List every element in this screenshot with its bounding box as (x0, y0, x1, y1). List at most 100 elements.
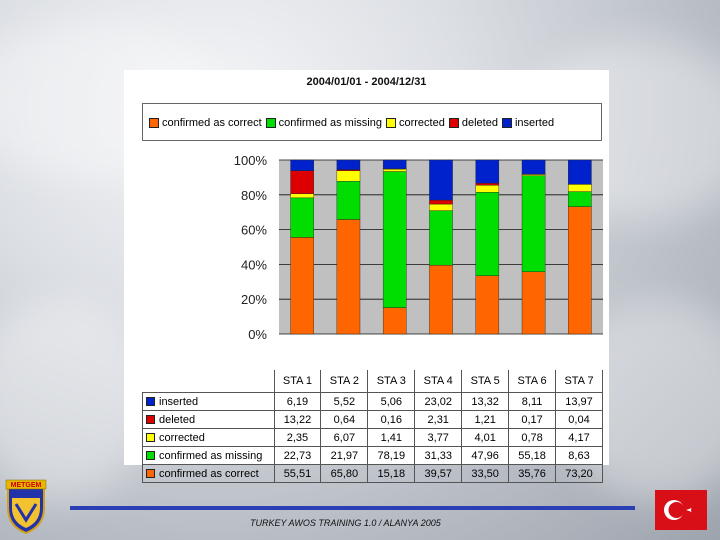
table-cell: 5,06 (367, 392, 416, 411)
x-tick-label: STA 7 (555, 370, 603, 393)
table-swatch (146, 451, 155, 461)
legend-item-3: deleted (448, 117, 498, 129)
turkey-flag (655, 490, 707, 530)
table-cell: 39,57 (414, 464, 463, 483)
table-cell: 35,76 (508, 464, 557, 483)
table-cell: 8,63 (555, 446, 603, 465)
legend-label: confirmed as missing (278, 117, 382, 129)
legend-item-0: confirmed as correct (149, 117, 262, 129)
bar-segment (568, 206, 592, 335)
table-swatch (146, 415, 155, 425)
y-tick-label: 40% (241, 257, 267, 272)
bar-segment (475, 182, 500, 186)
table-cell: 4,17 (555, 428, 603, 447)
flag-star (686, 507, 692, 513)
table-cell: 13,32 (461, 392, 510, 411)
y-tick-label: 0% (248, 327, 267, 342)
legend-label: inserted (514, 117, 555, 129)
bar-segment (336, 181, 361, 220)
bar-segment (568, 159, 592, 185)
table-cell: 0,78 (508, 428, 557, 447)
table-cell: 2,31 (414, 410, 463, 429)
table-cell: 55,18 (508, 446, 557, 465)
legend-label: corrected (398, 117, 445, 129)
table-cell: 2,35 (273, 428, 322, 447)
table-swatch (146, 433, 155, 443)
table-corner (143, 370, 275, 393)
bar-segment (429, 210, 453, 266)
table-cell: 4,01 (461, 428, 510, 447)
table-cell: 31,33 (414, 446, 463, 465)
bar-segment (336, 170, 361, 182)
legend-item-4: inserted (501, 117, 555, 129)
x-tick-label: STA 2 (320, 370, 369, 393)
table-cell: 22,73 (273, 446, 322, 465)
bar-segment (290, 237, 314, 335)
table-cell: 6,19 (273, 392, 322, 411)
table-row-label: confirmed as missing (142, 446, 275, 465)
x-tick-label: STA 4 (414, 370, 463, 393)
table-cell: 13,97 (555, 392, 603, 411)
table-cell: 6,07 (320, 428, 369, 447)
table-row-label: confirmed as correct (142, 464, 275, 483)
bar-segment (382, 159, 407, 170)
legend-swatch (501, 118, 512, 128)
table-header-row: STA 1 STA 2 STA 3 STA 4 STA 5 STA 6 STA 7 (143, 370, 603, 393)
data-table: STA 1 STA 2 STA 3 STA 4 STA 5 STA 6 STA 7 inser… (142, 370, 603, 483)
bar-segment (475, 185, 500, 193)
bar-segment (290, 159, 314, 171)
bar-segment (568, 191, 592, 207)
table-cell: 23,02 (414, 392, 463, 411)
bar-segment (521, 174, 546, 176)
chart-title: 2004/01/01 - 2004/12/31 (306, 76, 427, 88)
legend-item-2: corrected (385, 117, 445, 129)
table-row: inserted 6,19 5,52 5,06 23,02 13,32 8,11 13,97 (142, 392, 603, 411)
bar-segment (429, 159, 453, 201)
bar-segment (290, 197, 314, 238)
table-cell: 8,11 (508, 392, 557, 411)
legend-label: deleted (461, 117, 498, 129)
bar-segment (521, 271, 546, 335)
table-cell: 33,50 (461, 464, 510, 483)
table-cell: 3,77 (414, 428, 463, 447)
bar-segment (290, 193, 314, 199)
bar-segment (568, 184, 592, 192)
table-cell: 13,22 (273, 410, 322, 429)
bar-segment (429, 203, 453, 211)
chart-legend: confirmed as correct confirmed as missing… (142, 103, 602, 141)
legend-swatch (149, 118, 159, 128)
y-tick-label: 80% (241, 188, 267, 203)
bar-segment (521, 159, 546, 175)
table-cell: 78,19 (367, 446, 416, 465)
legend-swatch (448, 118, 459, 128)
table-swatch (146, 469, 155, 479)
legend-items: confirmed as correct confirmed as missing… (149, 117, 554, 129)
bar-segment (475, 192, 500, 276)
bar-segment (290, 170, 314, 194)
table-cell: 73,20 (555, 464, 603, 483)
x-tick-label: STA 3 (367, 370, 416, 393)
table-row-label: corrected (142, 428, 275, 447)
bar-segment (475, 159, 500, 184)
bar-segment (475, 275, 500, 335)
bar-segment (382, 168, 407, 172)
bar-segment (382, 171, 407, 308)
table-cell: 0,64 (320, 410, 369, 429)
bar-segment (521, 175, 546, 272)
metgem-logo: METGEM (5, 479, 47, 534)
table-cell: 0,04 (555, 410, 603, 429)
table-row: confirmed as correct 55,51 65,80 15,18 39,57… (142, 464, 603, 483)
footer-divider (70, 506, 635, 510)
table-cell: 55,51 (273, 464, 322, 483)
stacked-bar-plot: 0% 20% 40% 60% 80% 100% (234, 153, 603, 342)
legend-swatch (385, 118, 396, 128)
y-tick-label: 60% (241, 223, 267, 238)
bar-segment (336, 219, 361, 335)
table-cell: 21,97 (320, 446, 369, 465)
table-row-label: deleted (142, 410, 275, 429)
table-cell: 0,17 (508, 410, 557, 429)
table-cell: 15,18 (367, 464, 416, 483)
bar-segment (429, 199, 453, 205)
y-tick-label: 20% (241, 292, 267, 307)
table-cell: 65,80 (320, 464, 369, 483)
